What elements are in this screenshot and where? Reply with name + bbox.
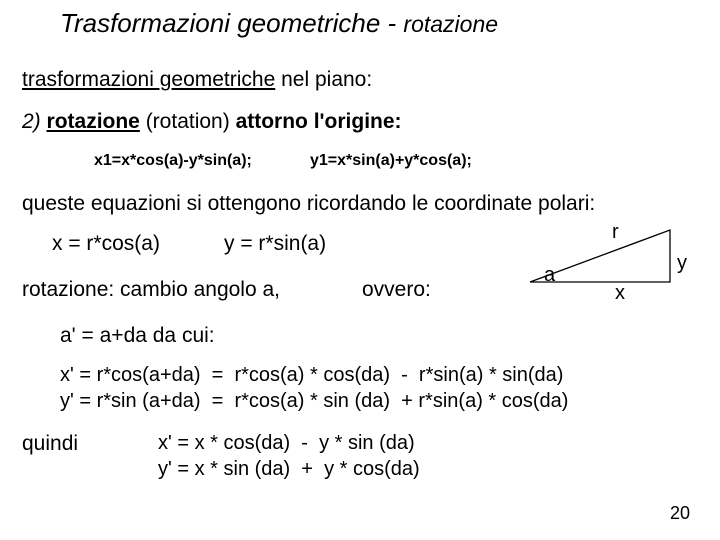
ovvero-label: ovvero:: [362, 278, 431, 302]
triangle-label-a: a: [544, 264, 556, 286]
formula-x1: x1=x*cos(a)-y*sin(a);: [94, 152, 252, 170]
rotazione-cambio: rotazione: cambio angolo a,: [22, 278, 280, 302]
intro-underline: trasformazioni geometriche: [22, 68, 275, 91]
formula-y1: y1=x*sin(a)+y*cos(a);: [310, 152, 472, 170]
triangle-label-y: y: [677, 252, 687, 274]
triangle-svg: r a x y: [520, 224, 700, 306]
title-sep: -: [380, 8, 403, 38]
quindi-label: quindi: [22, 432, 78, 456]
polar-x-eq: x = r*cos(a): [52, 232, 160, 256]
final-x: x' = x * cos(da) - y * sin (da): [158, 432, 415, 455]
intro-line: trasformazioni geometriche nel piano:: [22, 68, 372, 92]
page-number: 20: [670, 503, 690, 524]
title-main: Trasformazioni geometriche: [60, 8, 380, 38]
item-number: 2): [22, 110, 47, 133]
intro-rest: nel piano:: [275, 68, 372, 91]
slide-title: Trasformazioni geometriche - rotazione: [60, 8, 498, 39]
final-y: y' = x * sin (da) + y * cos(da): [158, 458, 420, 481]
expand-x: x' = r*cos(a+da) = r*cos(a) * cos(da) - …: [60, 364, 563, 387]
item-2-heading: 2) rotazione (rotation) attorno l'origin…: [22, 110, 402, 134]
rotation-paren: (rotation): [140, 110, 236, 133]
expand-y: y' = r*sin (a+da) = r*cos(a) * sin (da) …: [60, 390, 568, 413]
triangle-label-r: r: [612, 224, 619, 243]
a-prime-line: a' = a+da da cui:: [60, 324, 215, 348]
attorno-origine: attorno l'origine:: [236, 110, 402, 133]
rotazione-word: rotazione: [47, 110, 140, 133]
polar-intro: queste equazioni si ottengono ricordando…: [22, 192, 595, 216]
title-sub: rotazione: [403, 11, 498, 37]
triangle-diagram: r a x y: [520, 224, 690, 304]
triangle-label-x: x: [615, 282, 625, 304]
polar-y-eq: y = r*sin(a): [224, 232, 326, 256]
